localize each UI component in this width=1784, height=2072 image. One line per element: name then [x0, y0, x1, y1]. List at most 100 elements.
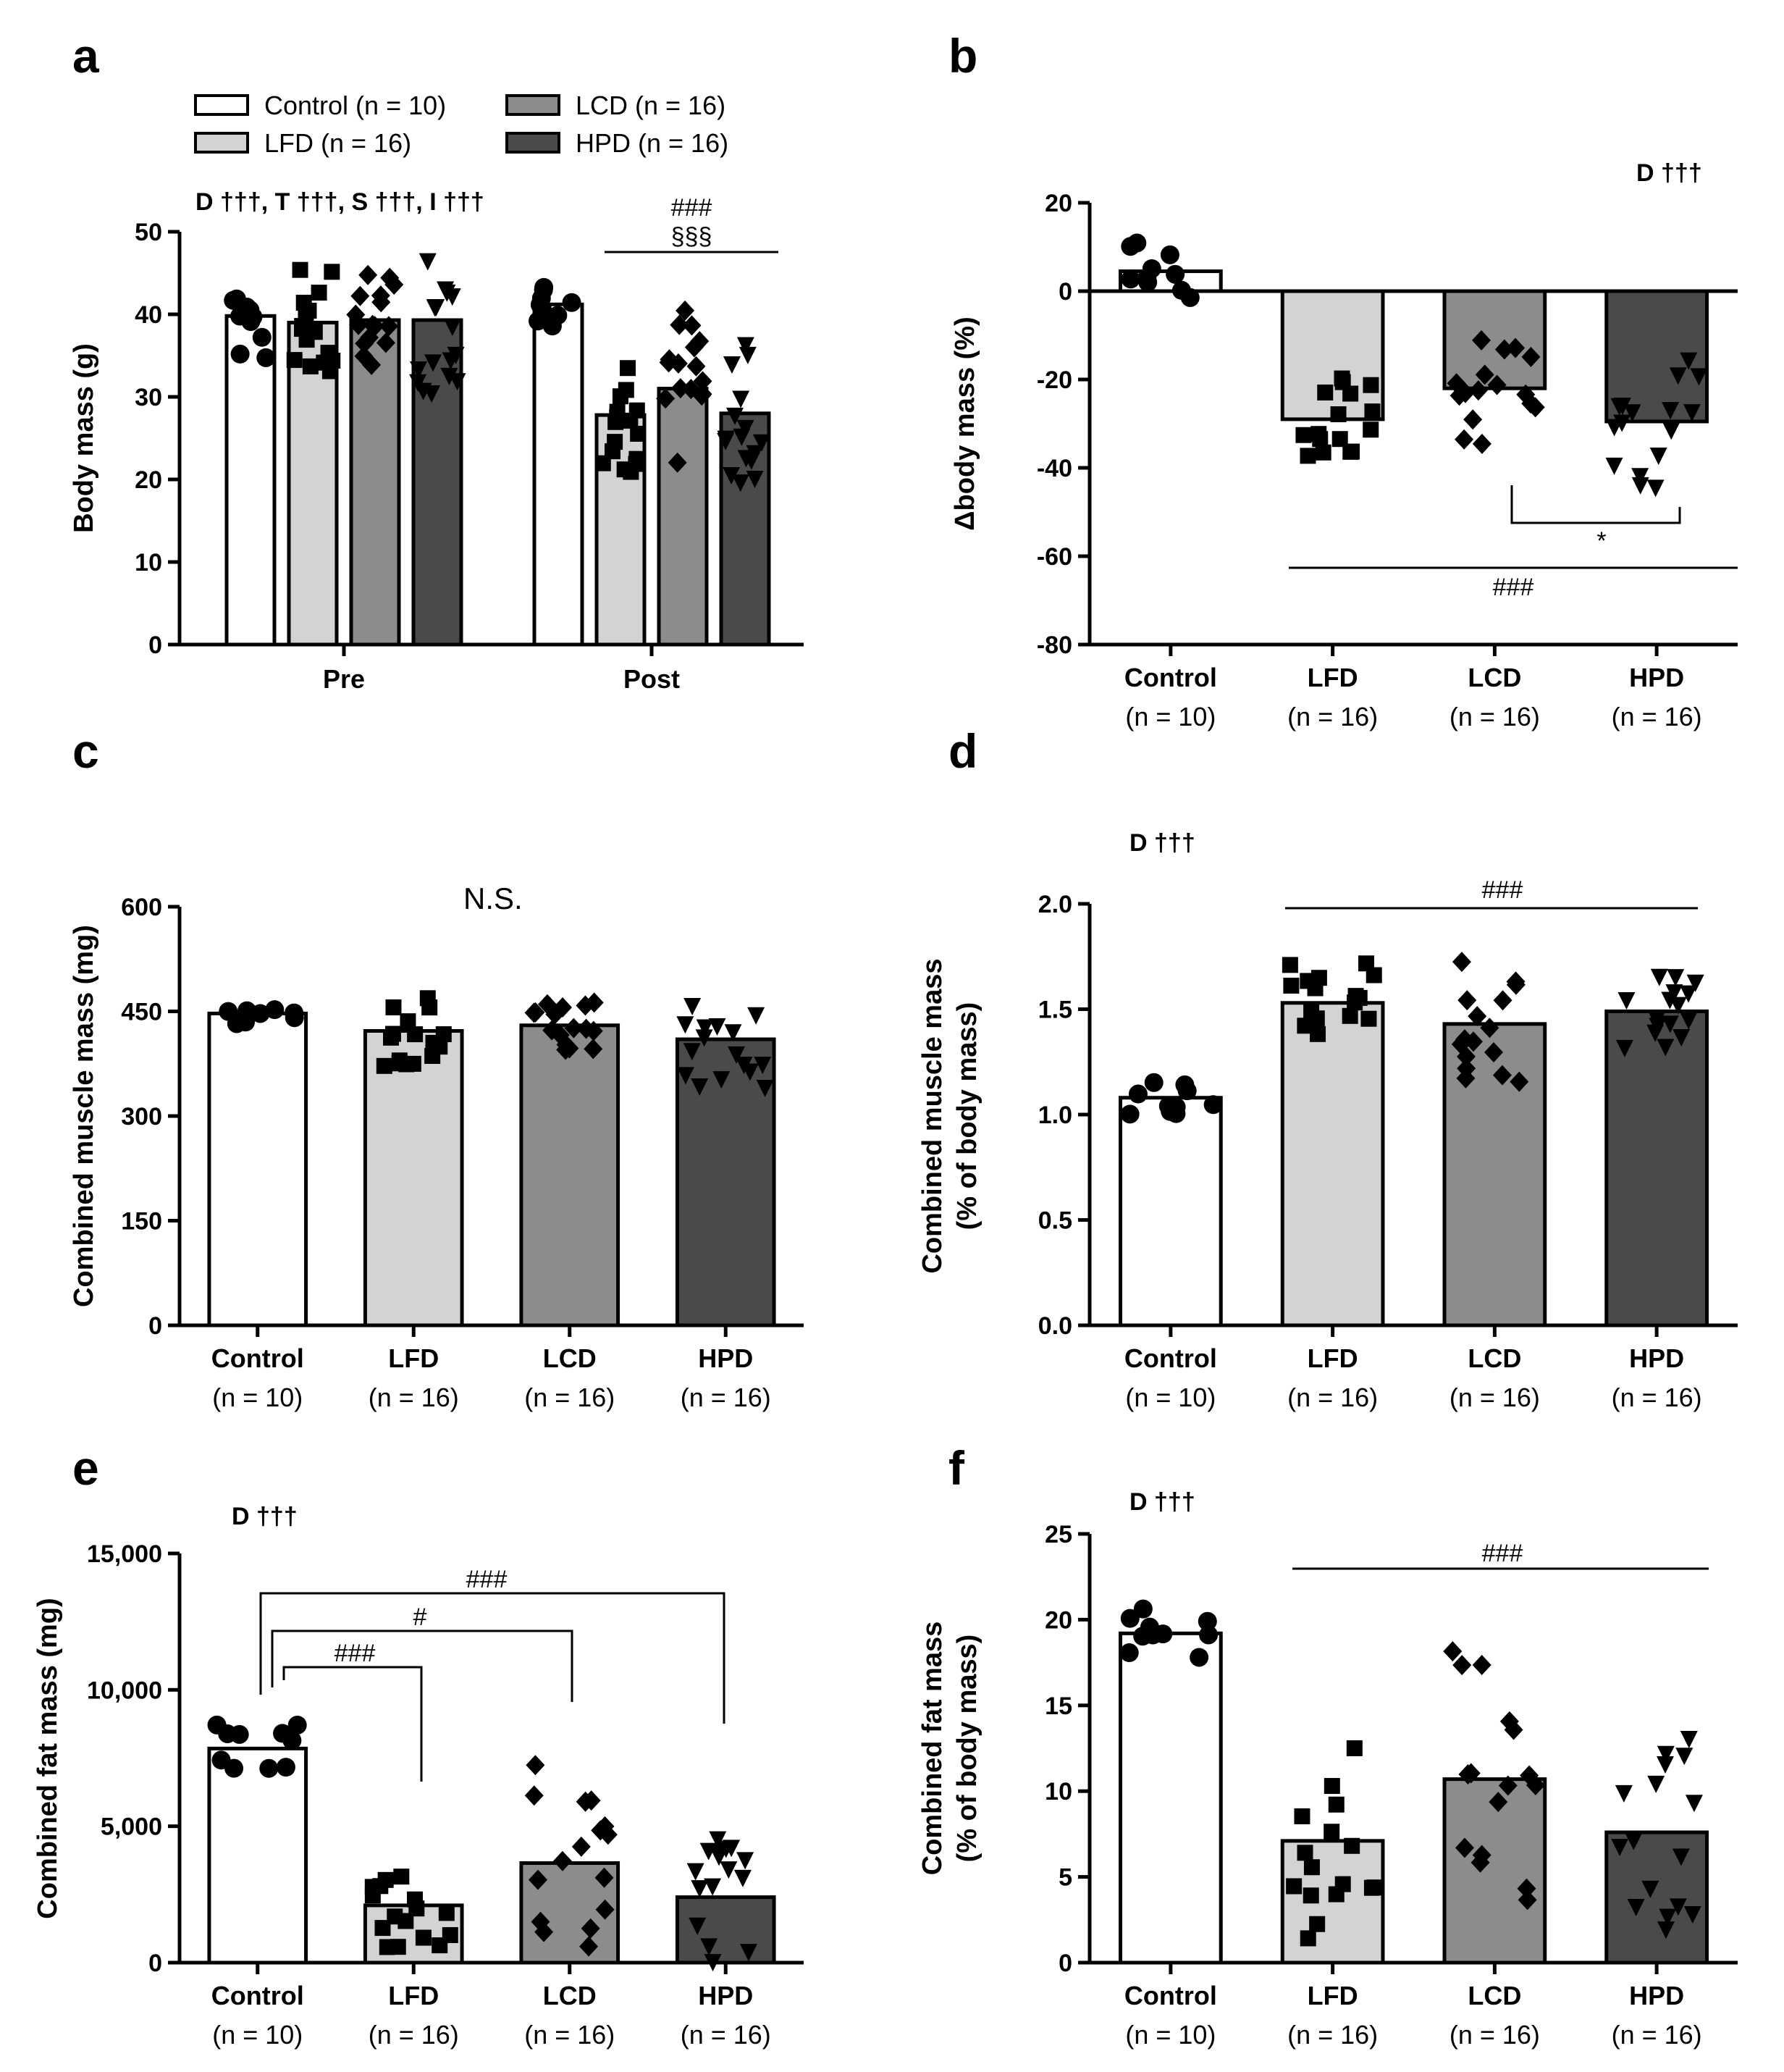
- y-tick-label: 0: [148, 1950, 162, 1977]
- data-point: [1455, 1837, 1474, 1858]
- x-tick-count: (n = 16): [1450, 2020, 1540, 2050]
- y-tick-label: 0.0: [1038, 1312, 1072, 1340]
- sig-label-a-hash: ###: [671, 194, 712, 222]
- data-point: [1282, 957, 1298, 973]
- data-point: [526, 1002, 545, 1023]
- data-point: [579, 1936, 599, 1957]
- data-point: [1683, 404, 1701, 422]
- y-axis-label: Combined muscle mass (mg): [69, 925, 99, 1307]
- data-point: [1346, 1740, 1363, 1756]
- data-point: [723, 466, 741, 485]
- y-tick-label: 15: [1045, 1693, 1072, 1720]
- sig-label-a-section: §§§: [671, 223, 712, 251]
- data-point: [1463, 1031, 1483, 1052]
- data-point: [236, 1012, 256, 1032]
- data-point: [693, 384, 712, 405]
- data-point: [1342, 385, 1359, 402]
- data-point: [1605, 419, 1623, 437]
- data-point: [320, 345, 337, 361]
- data-point: [683, 998, 702, 1016]
- data-point: [1121, 237, 1140, 256]
- bar-pre-control: [224, 314, 277, 647]
- bar-lcd: [519, 1023, 620, 1327]
- data-point: [1360, 1010, 1377, 1027]
- data-point: [1648, 1011, 1666, 1029]
- sig-lines-a: ### §§§: [605, 194, 778, 253]
- y-tick-label: 300: [121, 1103, 162, 1131]
- data-point: [321, 363, 338, 379]
- data-point: [409, 374, 427, 392]
- data-point: [720, 1861, 738, 1879]
- data-point: [1119, 1643, 1139, 1663]
- data-point: [418, 253, 437, 271]
- data-point: [1526, 397, 1545, 418]
- data-point: [1363, 377, 1379, 393]
- legend-label-lcd: LCD (n = 16): [576, 91, 725, 120]
- stats-annotation-b: D †††: [1636, 159, 1702, 187]
- data-point: [443, 288, 461, 306]
- data-point: [302, 358, 319, 374]
- x-tick-label: LFD: [388, 1343, 439, 1373]
- data-point: [1455, 382, 1475, 403]
- y-tick-label: -60: [1037, 543, 1072, 571]
- data-point: [1452, 952, 1471, 973]
- data-point: [393, 1868, 410, 1885]
- data-point: [1286, 1878, 1303, 1895]
- data-point: [1605, 457, 1623, 475]
- data-point: [1516, 384, 1536, 405]
- data-point: [1672, 1029, 1691, 1047]
- panel-label-e: e: [72, 1441, 99, 1495]
- data-point: [224, 1758, 244, 1778]
- data-point: [287, 1715, 307, 1735]
- data-point: [683, 1043, 701, 1061]
- data-point: [736, 337, 754, 355]
- x-tick-label: Control: [1124, 663, 1217, 692]
- stats-annotation-a: D †††, T †††, S †††, I †††: [195, 188, 484, 216]
- data-point: [273, 1724, 293, 1743]
- bar-pre-lcd: [349, 318, 401, 647]
- sig-label-e-hash2: ###: [334, 1640, 376, 1667]
- data-point: [736, 419, 754, 437]
- y-tick-label: 0: [1059, 1950, 1072, 1977]
- data-point: [756, 1079, 774, 1097]
- data-point: [1175, 1075, 1195, 1094]
- bar-control: [1119, 1631, 1223, 1965]
- sig-label-f-hash: ###: [1482, 1540, 1523, 1567]
- x-tick-count: (n = 16): [1450, 702, 1540, 731]
- y-tick-label: -80: [1037, 632, 1072, 659]
- data-point: [1121, 269, 1140, 289]
- data-point: [630, 425, 647, 442]
- data-point: [1310, 426, 1327, 442]
- data-point: [1143, 1625, 1163, 1645]
- data-point: [670, 378, 690, 399]
- data-point: [1487, 374, 1507, 395]
- chart-panel-c: 0 150 300 450 600 Control (n = 10) LFD (n = 16) L…: [69, 894, 804, 1412]
- data-point: [1615, 1784, 1633, 1803]
- data-point: [1506, 971, 1526, 992]
- x-tick-count: (n = 16): [681, 1383, 771, 1412]
- bar-post-lcd: [657, 387, 709, 647]
- data-point: [1300, 973, 1316, 989]
- data-point: [728, 1046, 746, 1064]
- x-tick-count: (n = 10): [1125, 1383, 1216, 1412]
- data-point: [616, 461, 633, 478]
- data-point: [1669, 1898, 1687, 1916]
- data-point: [1331, 431, 1348, 448]
- data-point: [397, 1913, 414, 1929]
- data-point: [581, 1918, 600, 1939]
- sig-label-d-hash: ###: [1482, 876, 1523, 904]
- data-point: [1489, 1792, 1508, 1813]
- y-axis-label: (% of body mass): [952, 1635, 983, 1863]
- x-tick-count: (n = 16): [369, 2020, 459, 2050]
- sig-lines-e: ### # ###: [259, 1566, 725, 1782]
- sig-label-e-hash1: #: [413, 1603, 427, 1631]
- data-point: [695, 1029, 713, 1047]
- data-point: [442, 352, 460, 370]
- y-tick-label: 40: [135, 301, 162, 329]
- data-point: [1649, 448, 1667, 466]
- data-point: [1342, 1007, 1358, 1024]
- data-point: [1308, 1010, 1325, 1027]
- data-point: [571, 1836, 591, 1857]
- data-point: [735, 1057, 753, 1075]
- data-point: [442, 1926, 458, 1943]
